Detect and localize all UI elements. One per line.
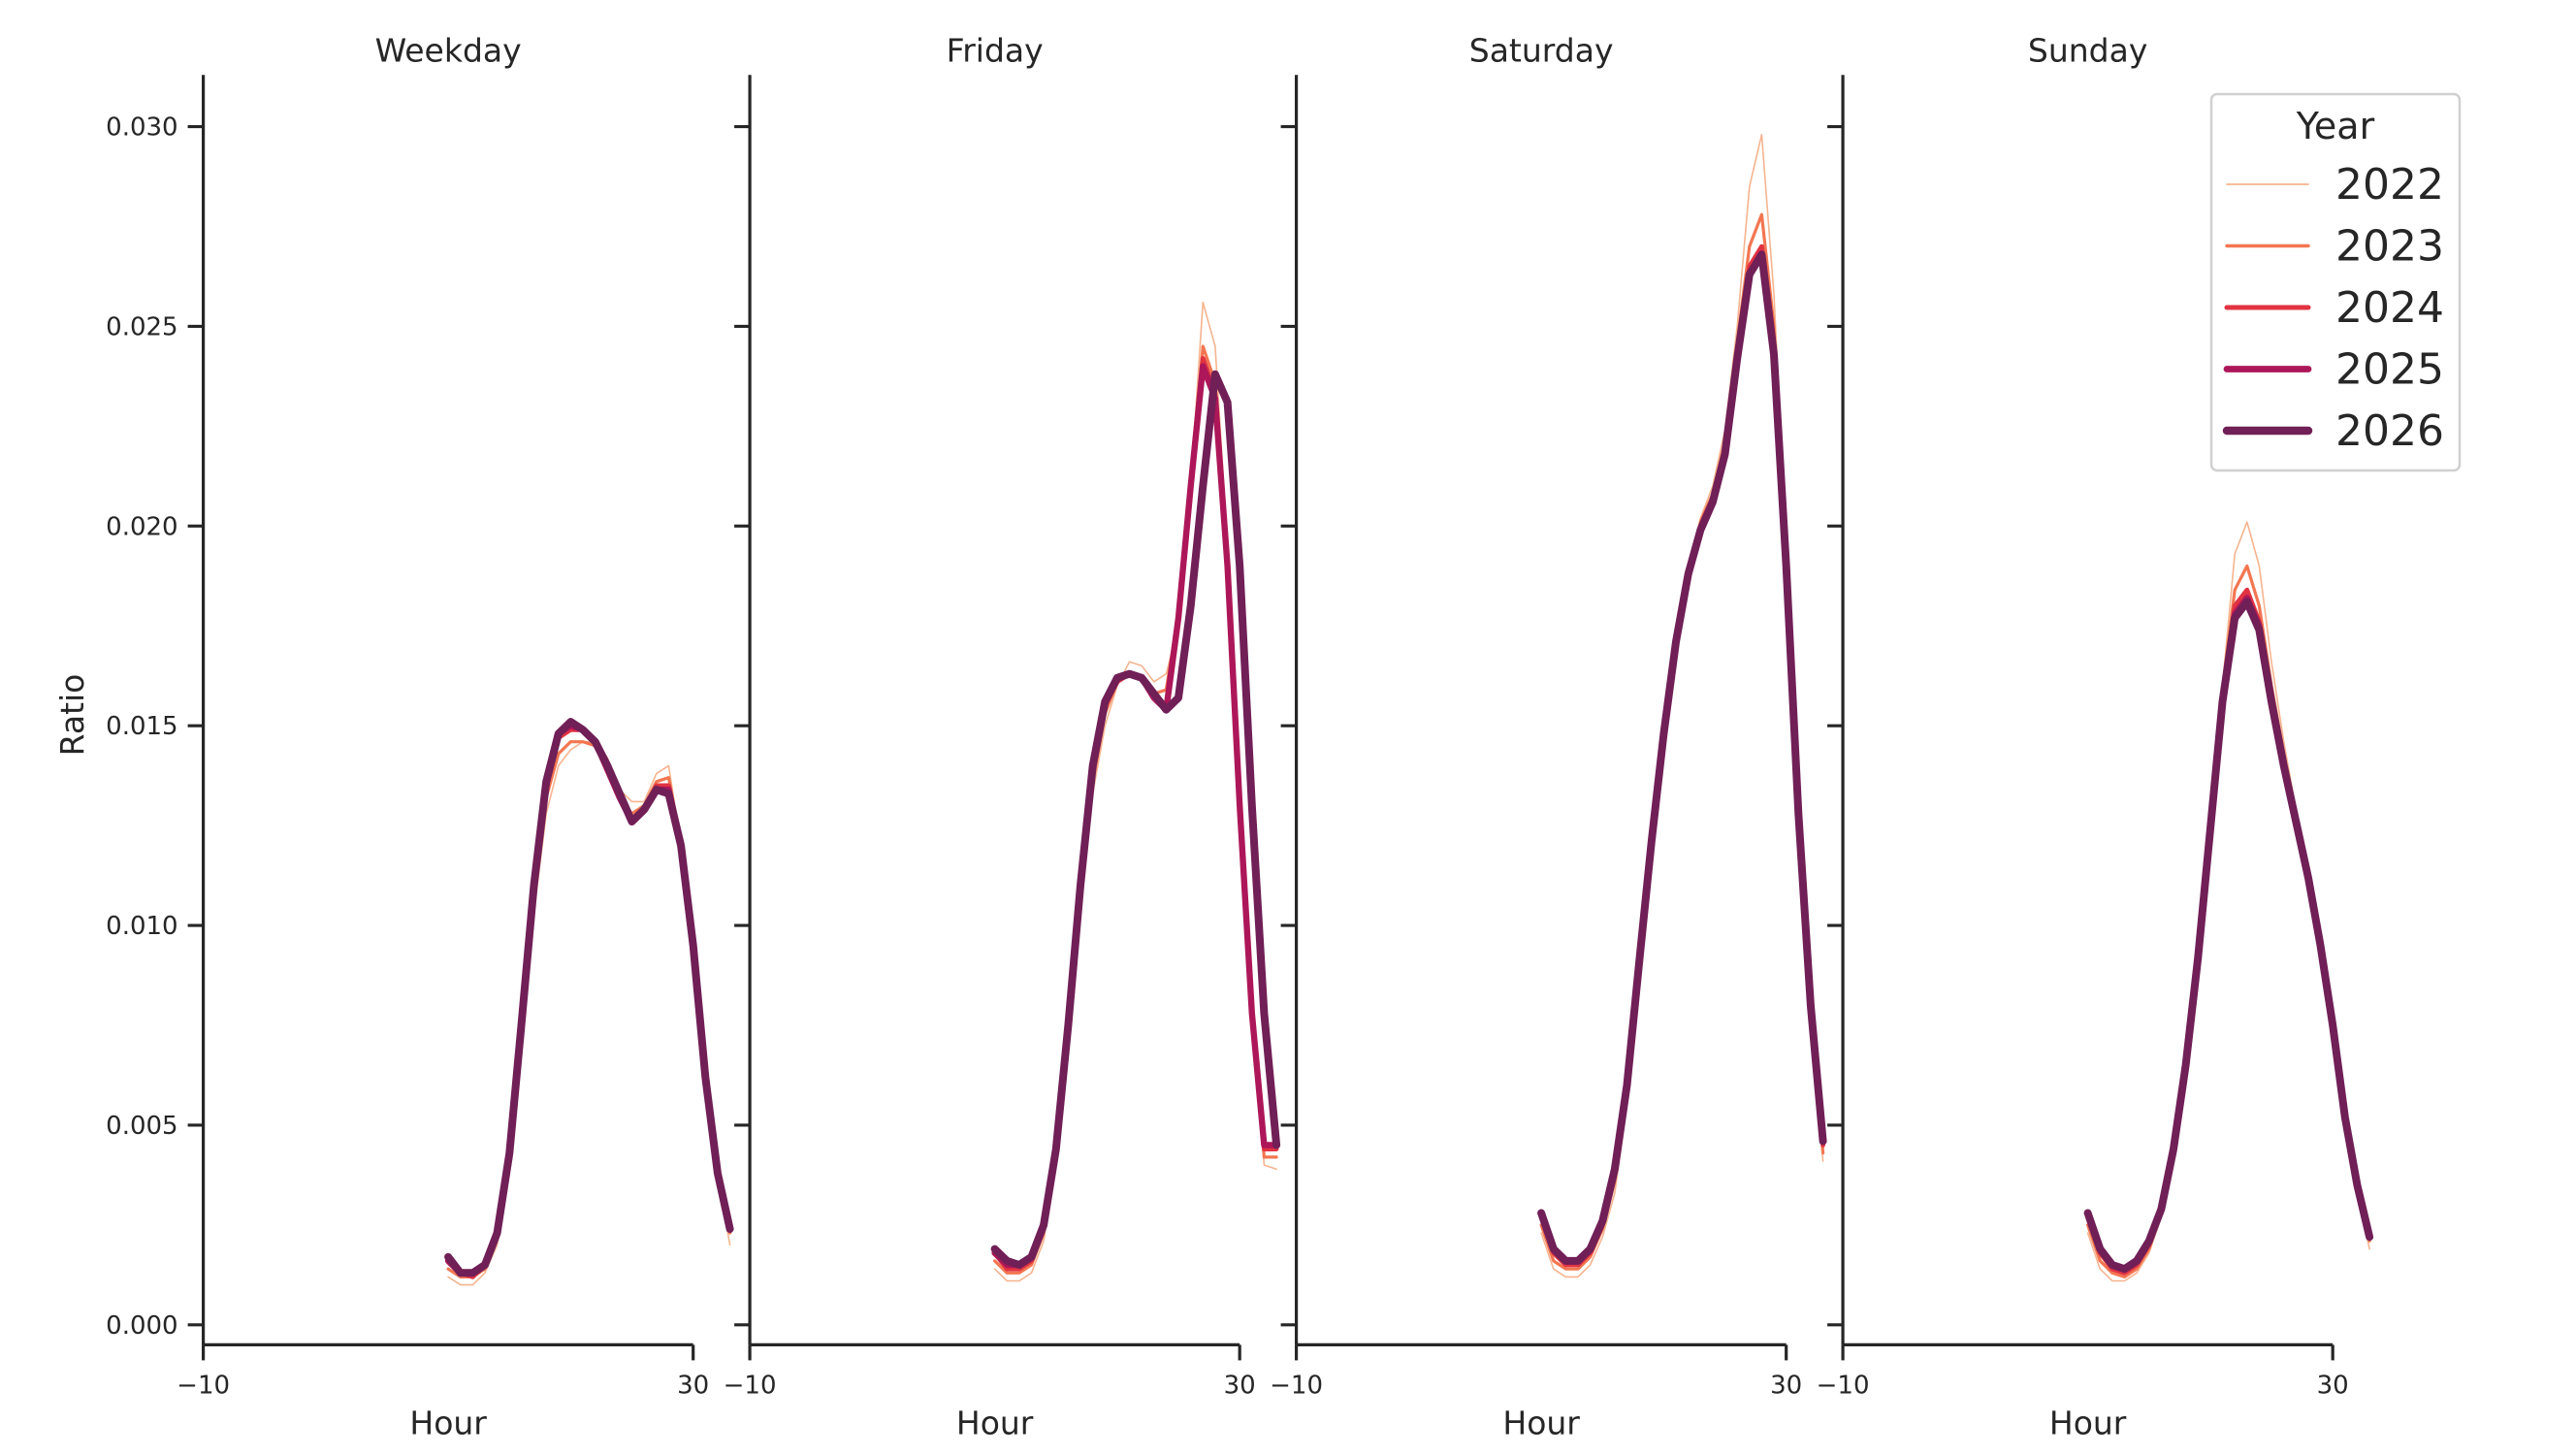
y-tick-label: 0.010 bbox=[106, 912, 177, 941]
y-tick-label: 0.015 bbox=[106, 712, 177, 741]
panels: Weekday 0.000 0.005 0.010 0.015 0.020 0.025 0.0… bbox=[106, 31, 2374, 1441]
y-tick-label: 0.020 bbox=[106, 512, 177, 541]
series-line-2023 bbox=[1539, 212, 1825, 1271]
series-line-2026 bbox=[1537, 250, 1827, 1265]
legend-entry-2022: 2022 bbox=[2226, 160, 2444, 210]
panel-title: Friday bbox=[947, 31, 1044, 69]
panel-title: Weekday bbox=[375, 31, 522, 69]
legend-label: 2022 bbox=[2335, 160, 2444, 210]
x-tick-label: 30 bbox=[677, 1371, 709, 1400]
series-line-2025 bbox=[2084, 595, 2373, 1273]
legend-entry-2023: 2023 bbox=[2225, 222, 2444, 272]
x-tick-label: 30 bbox=[1224, 1371, 1256, 1400]
x-tick-label: 30 bbox=[1770, 1371, 1802, 1400]
panel-friday: Friday −10 30 Hour bbox=[724, 31, 1281, 1441]
legend-label: 2023 bbox=[2335, 222, 2444, 272]
legend-entry-2026: 2026 bbox=[2222, 406, 2444, 456]
x-tick-label: 30 bbox=[2317, 1371, 2349, 1400]
series-line-2025 bbox=[444, 723, 733, 1277]
legend-entry-2025: 2025 bbox=[2223, 345, 2444, 395]
legend-label: 2024 bbox=[2335, 283, 2444, 333]
legend-title: Year bbox=[2296, 105, 2375, 147]
y-axis-label: Ratio bbox=[53, 674, 91, 757]
series-line-2026 bbox=[2083, 598, 2374, 1274]
y-tick-label: 0.025 bbox=[106, 312, 177, 341]
y-tick-label: 0.000 bbox=[106, 1311, 177, 1341]
series-line-2023 bbox=[446, 740, 732, 1279]
legend-entries: 2022 2023 2024 2025 2026 bbox=[2222, 160, 2444, 456]
panel-title: Sunday bbox=[2028, 31, 2147, 69]
y-tick-label: 0.005 bbox=[106, 1112, 177, 1141]
panel-sunday: Sunday −10 30 Hour bbox=[1817, 31, 2374, 1441]
legend: Year 2022 2023 2024 2025 2026 bbox=[2209, 92, 2462, 472]
series-line-2024 bbox=[2085, 587, 2372, 1276]
legend-label: 2026 bbox=[2335, 406, 2444, 456]
panel-title: Saturday bbox=[1469, 31, 1614, 69]
x-tick-label: −10 bbox=[177, 1371, 230, 1400]
legend-label: 2025 bbox=[2335, 345, 2444, 395]
x-axis-label: Hour bbox=[956, 1404, 1034, 1441]
x-tick-label: −10 bbox=[724, 1371, 777, 1400]
legend-frame bbox=[2209, 92, 2462, 472]
series-line-2022 bbox=[447, 740, 731, 1286]
y-tick-label: 0.030 bbox=[106, 113, 177, 143]
series-line-2024 bbox=[1538, 243, 1825, 1268]
x-axis-label: Hour bbox=[409, 1404, 487, 1441]
series-line-2026 bbox=[990, 370, 1281, 1269]
x-axis-label: Hour bbox=[1502, 1404, 1580, 1441]
panel-weekday: Weekday 0.000 0.005 0.010 0.015 0.020 0.025 0.0… bbox=[106, 31, 734, 1441]
x-tick-label: −10 bbox=[1817, 1371, 1870, 1400]
legend-entry-2024: 2024 bbox=[2224, 283, 2444, 333]
panel-saturday: Saturday −10 30 Hour bbox=[1270, 31, 1827, 1441]
series-line-2022 bbox=[1540, 134, 1824, 1278]
series-line-2024 bbox=[445, 727, 732, 1279]
x-tick-label: −10 bbox=[1270, 1371, 1323, 1400]
x-axis-label: Hour bbox=[2049, 1404, 2127, 1441]
series-line-2026 bbox=[444, 718, 734, 1277]
